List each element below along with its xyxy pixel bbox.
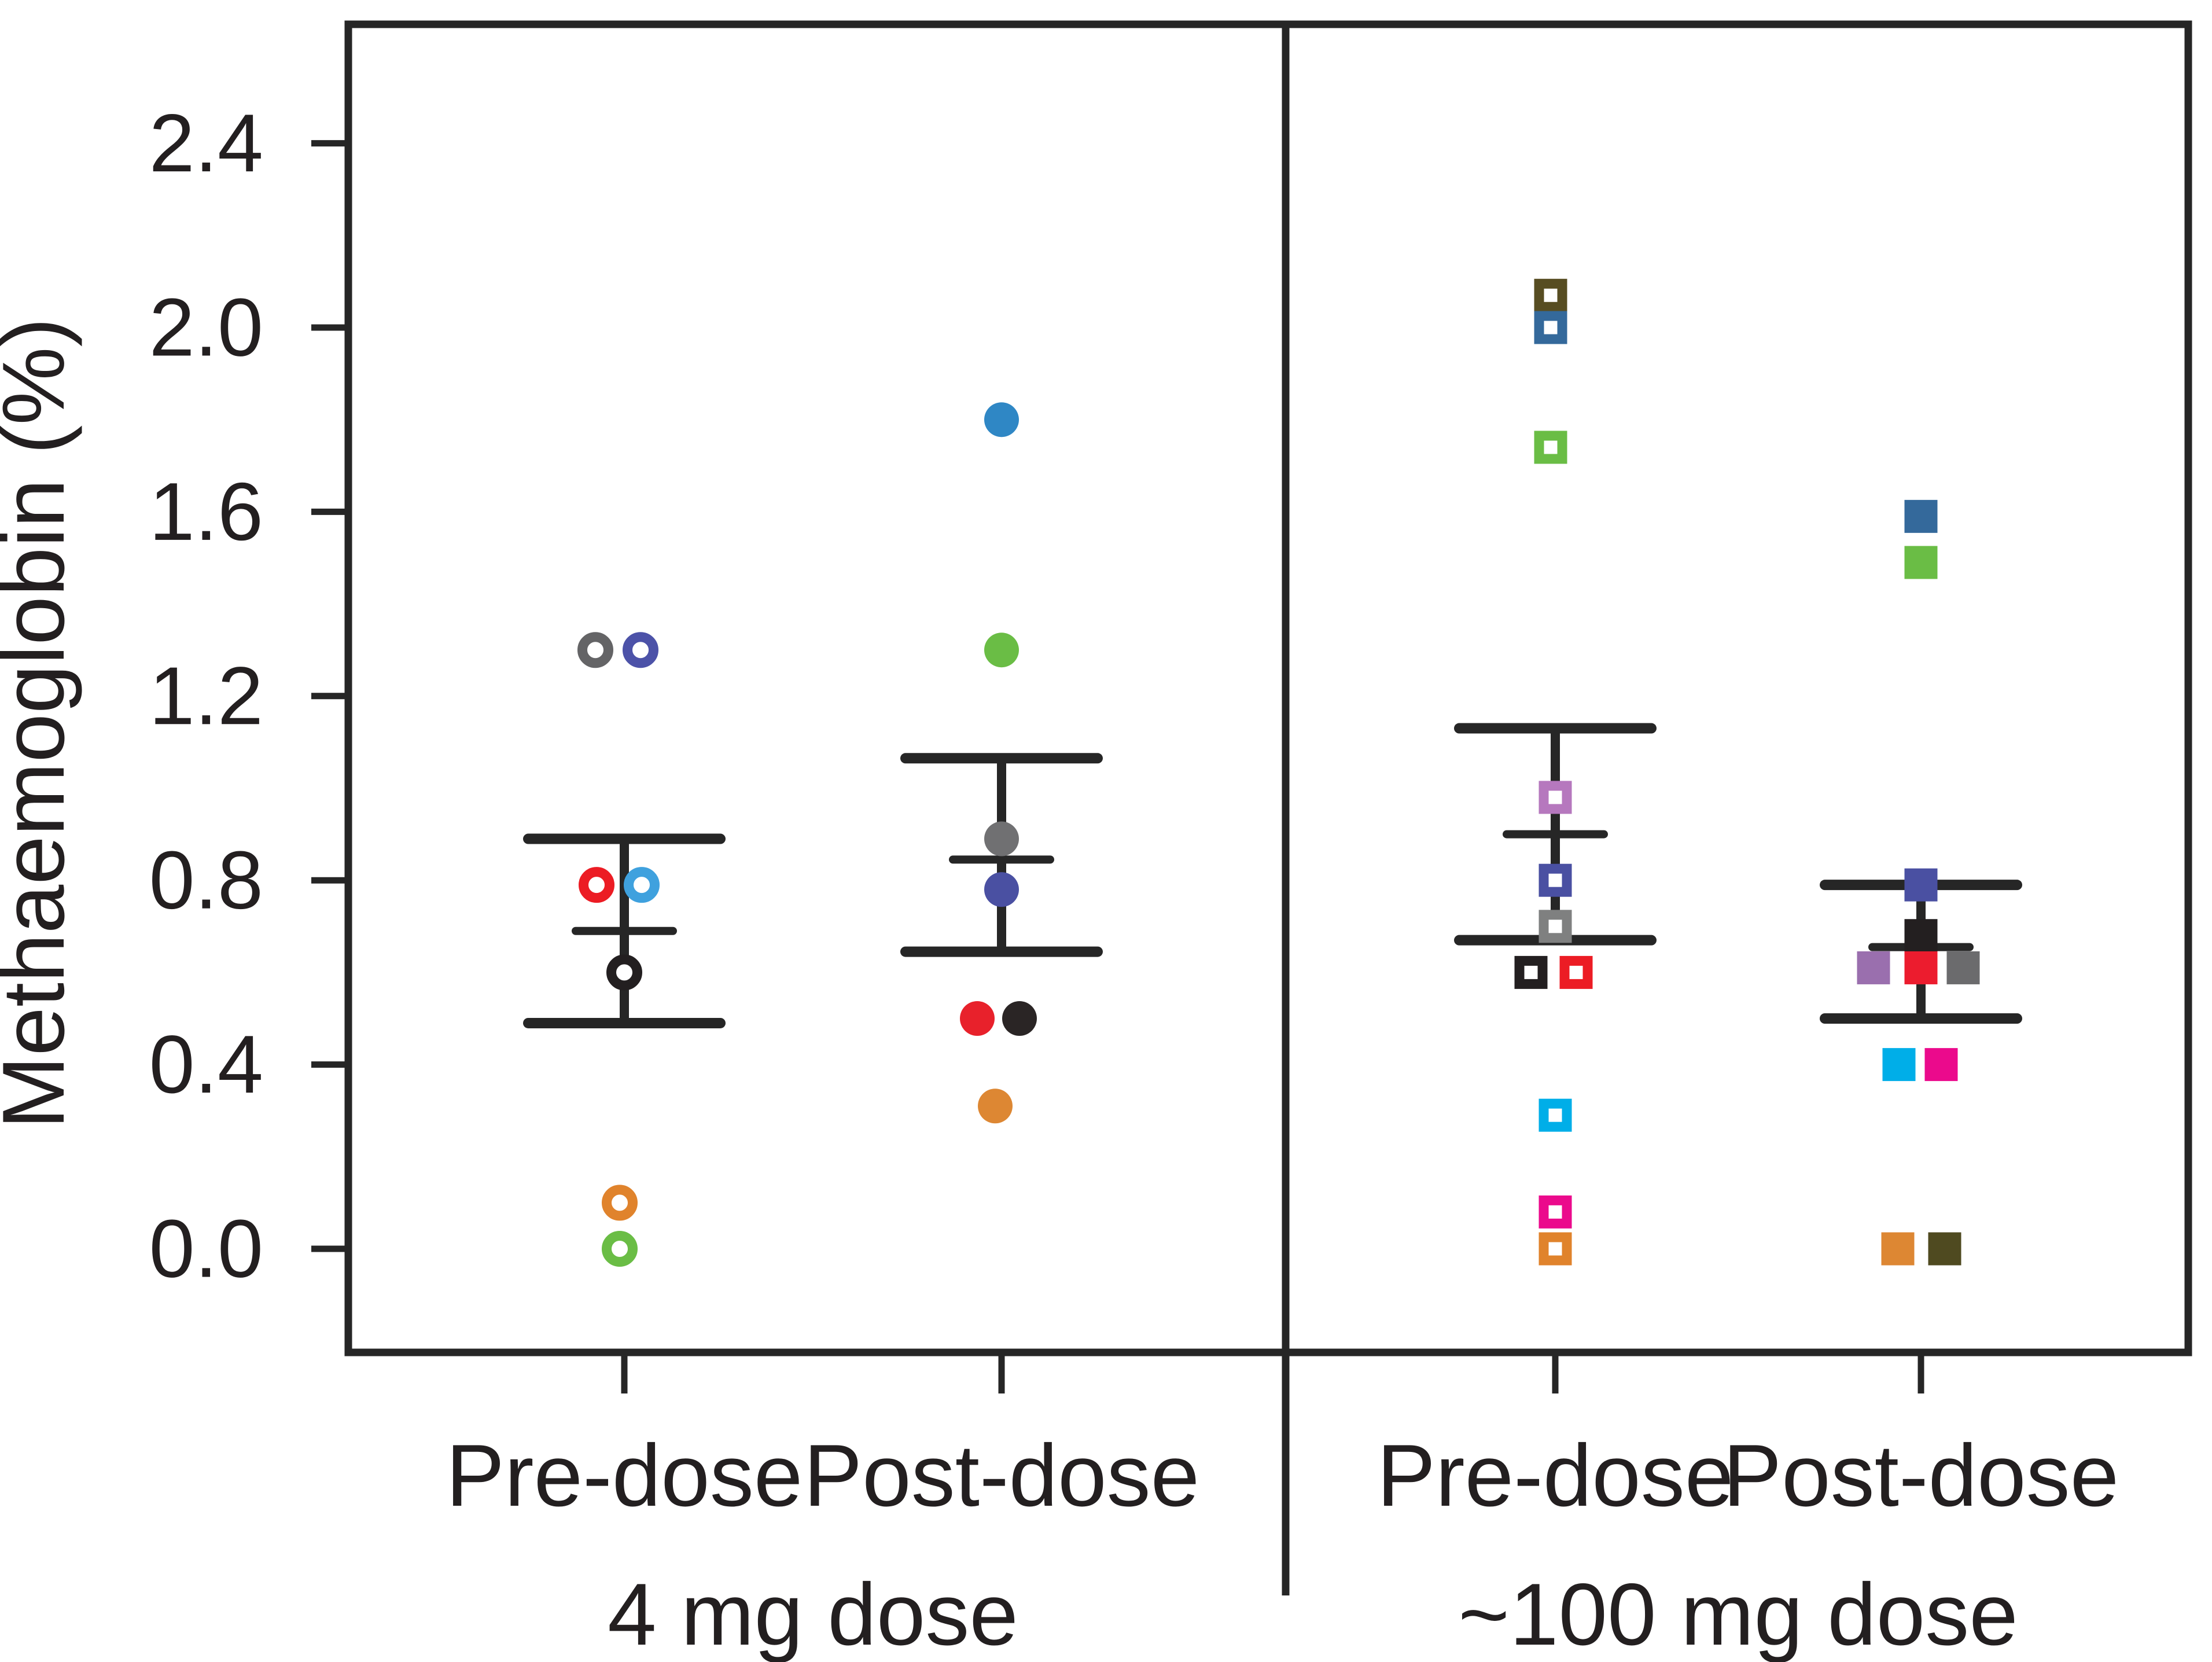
x-group-label: Pre-dose bbox=[1377, 1426, 1734, 1525]
data-point-orchid bbox=[1539, 781, 1572, 814]
y-tick-label: 0.4 bbox=[149, 1018, 263, 1111]
data-point-black bbox=[606, 954, 642, 991]
data-point-green bbox=[1534, 431, 1567, 464]
data-point-orange bbox=[1881, 1232, 1915, 1266]
data-point-orange bbox=[602, 1185, 638, 1221]
data-point-gray bbox=[1539, 910, 1572, 943]
x-group-label: Post-dose bbox=[1723, 1426, 2119, 1525]
data-points-layer bbox=[577, 278, 1980, 1267]
error-bar bbox=[523, 833, 726, 1028]
panel-label-100mg: ~100 mg dose bbox=[1458, 1565, 2018, 1662]
data-point-purple bbox=[1857, 951, 1890, 984]
data-point-cyan bbox=[1539, 1098, 1572, 1132]
plot-frame bbox=[344, 20, 2192, 1356]
data-point-gray bbox=[577, 632, 613, 668]
y-axis-title: Methaemoglobin (%) bbox=[0, 318, 83, 1129]
data-point-slate-blue bbox=[1539, 863, 1572, 897]
data-point-gray bbox=[984, 821, 1019, 856]
data-point-magenta bbox=[1924, 1048, 1958, 1082]
data-point-blue bbox=[984, 402, 1019, 437]
data-point-black bbox=[1002, 1001, 1037, 1036]
data-point-gray bbox=[1946, 951, 1980, 984]
data-point-green bbox=[984, 633, 1019, 668]
data-point-orange bbox=[978, 1089, 1013, 1124]
data-point-olive bbox=[1928, 1232, 1961, 1266]
x-group-label: Post-dose bbox=[804, 1426, 1199, 1525]
y-tick-label: 2.0 bbox=[149, 282, 263, 374]
data-point-orange bbox=[1539, 1232, 1572, 1266]
data-point-red bbox=[1559, 955, 1593, 989]
y-tick-label: 1.6 bbox=[149, 466, 263, 558]
data-point-sky-blue bbox=[624, 867, 660, 903]
y-tick-label: 0.0 bbox=[149, 1203, 263, 1295]
panel-label-4mg: 4 mg dose bbox=[608, 1565, 1018, 1662]
labels-layer: Methaemoglobin (%) 4 mg dose ~100 mg dos… bbox=[0, 97, 2119, 1662]
data-point-green bbox=[602, 1231, 638, 1267]
error-bars-layer bbox=[523, 723, 2022, 1028]
data-point-black bbox=[1904, 919, 1938, 953]
data-point-black bbox=[1514, 955, 1548, 989]
data-point-steel-blue bbox=[1904, 499, 1938, 533]
data-point-red bbox=[1904, 951, 1938, 984]
data-point-olive bbox=[1534, 278, 1567, 312]
data-point-red bbox=[579, 867, 614, 903]
y-tick-label: 0.8 bbox=[149, 834, 263, 926]
data-point-cyan bbox=[1882, 1048, 1916, 1082]
axes-layer bbox=[311, 20, 2192, 1595]
data-point-red bbox=[960, 1001, 995, 1036]
data-point-green bbox=[1904, 546, 1938, 579]
data-point-slate-blue bbox=[984, 872, 1019, 907]
y-tick-label: 1.2 bbox=[149, 650, 263, 742]
data-point-steel-blue bbox=[1534, 311, 1567, 344]
data-point-slate-blue bbox=[1904, 868, 1938, 902]
data-point-slate-blue bbox=[623, 632, 658, 668]
y-tick-label: 2.4 bbox=[149, 97, 263, 189]
error-bar bbox=[1454, 723, 1657, 946]
data-point-magenta bbox=[1539, 1195, 1572, 1229]
x-group-label: Pre-dose bbox=[446, 1426, 803, 1525]
